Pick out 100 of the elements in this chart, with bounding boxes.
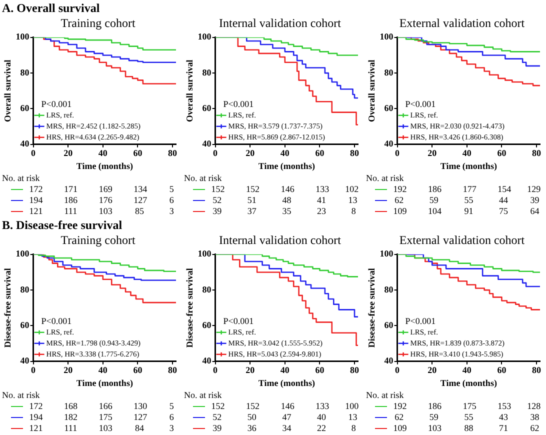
text: 103 — [98, 206, 112, 217]
text: 8 — [351, 206, 356, 217]
text: 50 — [247, 412, 256, 423]
text: 62 — [394, 195, 404, 206]
text: 127 — [134, 195, 148, 206]
y-tick-label: 60 — [202, 103, 212, 114]
text: 146 — [280, 401, 294, 412]
text: No. at risk — [184, 390, 222, 401]
text: 109 — [393, 206, 407, 217]
text: 55 — [464, 195, 474, 206]
text: 186 — [428, 184, 442, 195]
text: 186 — [64, 195, 78, 206]
x-tick-label: 20 — [246, 365, 256, 376]
y-tick-label: 80 — [20, 67, 30, 78]
text: 111 — [64, 423, 78, 434]
text: 121 — [29, 206, 43, 217]
y-axis-title: Overall survival — [366, 59, 377, 122]
annotation: P<0.001 — [41, 98, 72, 109]
text: 59 — [429, 195, 438, 206]
y-tick-label: 60 — [202, 320, 212, 330]
text: No. at risk — [366, 390, 404, 401]
text: 62 — [530, 423, 540, 434]
text: 194 — [29, 195, 43, 206]
text: 55 — [464, 412, 474, 423]
text: 152 — [211, 184, 225, 195]
text: 133 — [316, 401, 330, 412]
text: No. at risk — [366, 173, 404, 184]
text: 41 — [317, 195, 326, 206]
x-tick-label: 60 — [497, 148, 507, 158]
text: 154 — [498, 184, 512, 195]
y-tick-label: 100 — [16, 248, 30, 259]
y-tick-label: 60 — [20, 103, 30, 114]
text: 37 — [247, 206, 256, 217]
text: 129 — [527, 184, 541, 195]
text: 59 — [429, 412, 438, 423]
text: 62 — [394, 412, 404, 423]
chart-title: Internal validation cohort — [218, 233, 342, 248]
text: 171 — [64, 184, 78, 195]
text: No. at risk — [2, 173, 40, 184]
text: 103 — [428, 423, 442, 434]
text: 111 — [64, 206, 78, 217]
text: 34 — [282, 423, 292, 434]
x-tick-label: 80 — [532, 365, 542, 376]
x-tick-label: 0 — [395, 148, 400, 158]
text: 22 — [317, 423, 326, 434]
y-tick-label: 40 — [20, 356, 30, 366]
text: 71 — [499, 423, 508, 434]
text: 8 — [351, 423, 356, 434]
text: 133 — [316, 184, 330, 195]
x-tick-label: 60 — [497, 365, 507, 376]
x-tick-label: 40 — [462, 365, 472, 376]
text: 192 — [393, 401, 407, 412]
x-tick-label: 60 — [315, 365, 325, 376]
text: 175 — [98, 412, 112, 423]
text: 13 — [348, 412, 358, 423]
text: 35 — [282, 206, 292, 217]
y-axis-title: Disease-free survival — [2, 268, 13, 348]
y-axis-title: Disease-free survival — [366, 268, 377, 348]
text: 169 — [98, 184, 112, 195]
text: 177 — [462, 184, 476, 195]
y-tick-label: 80 — [20, 284, 30, 294]
chart-subtitle: A. Overall survival — [1, 0, 101, 16]
x-axis-title: Time (months) — [440, 378, 497, 388]
text: 13 — [348, 195, 358, 206]
x-tick-label: 0 — [213, 148, 218, 158]
text: 52 — [212, 195, 222, 206]
text: 6 — [169, 412, 174, 423]
text: 134 — [134, 184, 148, 195]
annotation: P<0.001 — [41, 316, 72, 326]
text: 64 — [530, 206, 540, 217]
y-tick-label: 40 — [384, 356, 394, 366]
x-tick-label: 0 — [213, 365, 218, 376]
chart-subtitle: B. Disease-free survival — [1, 217, 124, 233]
text: 84 — [135, 423, 144, 434]
text: 6 — [169, 195, 174, 206]
text: 100 — [345, 401, 359, 412]
text: 186 — [428, 401, 442, 412]
text: 102 — [345, 184, 359, 195]
annotation: P<0.001 — [405, 98, 436, 109]
x-tick-label: 80 — [350, 148, 360, 158]
text: 39 — [530, 195, 540, 206]
text: 127 — [134, 412, 148, 423]
y-tick-label: 100 — [198, 248, 212, 259]
x-tick-label: 80 — [168, 148, 178, 158]
text: 168 — [64, 401, 78, 412]
y-tick-label: 40 — [384, 138, 394, 149]
text: 36 — [247, 423, 256, 434]
chart-title: External validation cohort — [398, 16, 526, 31]
x-axis-title: Time (months) — [258, 160, 315, 171]
text: 166 — [98, 401, 112, 412]
chart-title: Training cohort — [60, 233, 136, 248]
text: 172 — [29, 184, 43, 195]
x-axis-title: Time (months) — [76, 160, 133, 171]
text: 152 — [246, 184, 260, 195]
text: 88 — [464, 423, 474, 434]
chart-title: External validation cohort — [398, 233, 526, 248]
x-tick-label: 40 — [280, 148, 290, 158]
chart-title: Training cohort — [60, 16, 136, 31]
text: 44 — [499, 195, 508, 206]
text: No. at risk — [184, 173, 222, 184]
